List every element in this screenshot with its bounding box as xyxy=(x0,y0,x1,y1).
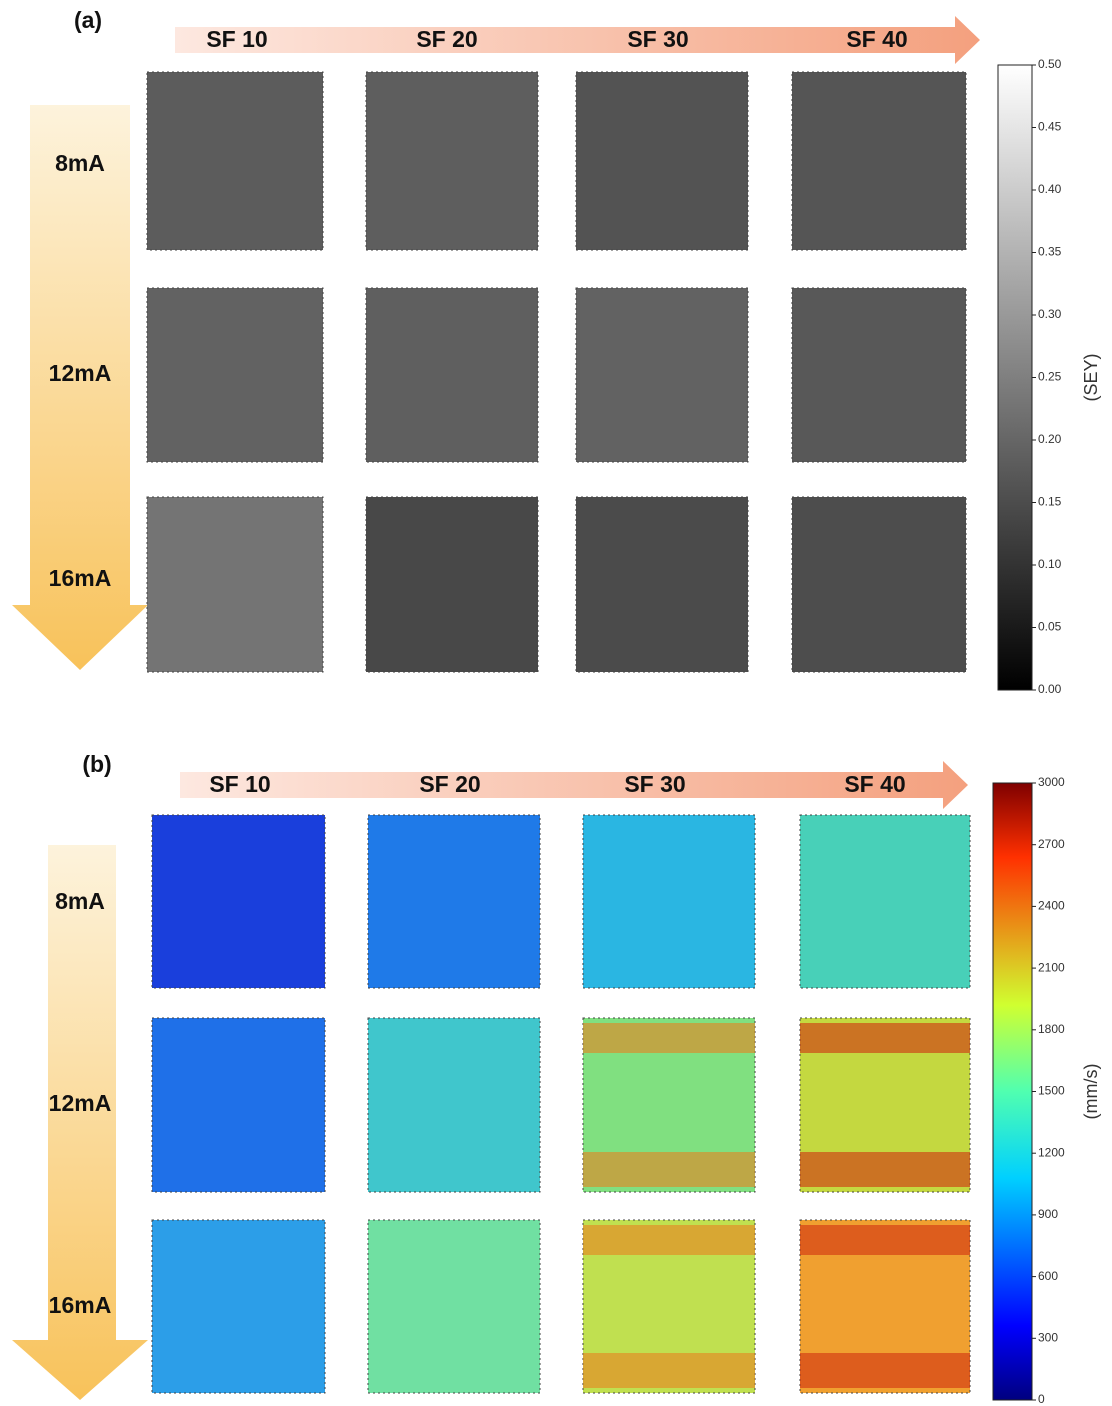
column-label: SF 10 xyxy=(206,26,267,52)
column-label: SF 30 xyxy=(627,26,688,52)
map-band xyxy=(583,1023,755,1053)
map-tile xyxy=(799,814,971,989)
colorbar-tick-label: 0.15 xyxy=(1038,495,1062,509)
panel-label: (b) xyxy=(82,751,111,777)
colorbar-tick-label: 600 xyxy=(1038,1269,1058,1283)
colorbar-label: (SEY) xyxy=(1081,353,1101,401)
map-tile xyxy=(575,71,749,251)
row-arrow xyxy=(12,105,148,670)
row-label: 16mA xyxy=(49,1292,112,1318)
colorbar-tick-label: 1500 xyxy=(1038,1084,1065,1098)
column-label: SF 20 xyxy=(416,26,477,52)
colorbar-tick-label: 0.45 xyxy=(1038,120,1062,134)
map-tile xyxy=(146,496,324,673)
map-band xyxy=(583,1353,755,1388)
map-tile xyxy=(575,496,749,673)
map-band xyxy=(800,1225,970,1255)
row-label: 16mA xyxy=(49,565,112,591)
map-band xyxy=(583,1225,755,1255)
map-tile xyxy=(365,496,539,673)
colorbar-tick-label: 0.50 xyxy=(1038,57,1062,71)
map-tile xyxy=(582,814,756,989)
map-band xyxy=(583,1152,755,1187)
colorbar-tick-label: 2400 xyxy=(1038,899,1065,913)
map-tile xyxy=(146,71,324,251)
map-tile xyxy=(367,1017,541,1193)
colorbar-tick-label: 1800 xyxy=(1038,1022,1065,1036)
colorbar xyxy=(992,782,1033,1401)
map-tile xyxy=(791,287,967,463)
row-arrow xyxy=(12,845,148,1400)
colorbar-tick-label: 0.30 xyxy=(1038,307,1062,321)
column-label: SF 40 xyxy=(844,771,905,797)
map-tile xyxy=(151,1219,326,1394)
map-tile xyxy=(151,814,326,989)
column-label: SF 20 xyxy=(419,771,480,797)
row-label: 12mA xyxy=(49,1090,112,1116)
column-label: SF 30 xyxy=(624,771,685,797)
map-tile xyxy=(151,1017,326,1193)
map-band xyxy=(800,1353,970,1388)
column-arrow xyxy=(175,16,980,64)
colorbar-tick-label: 0.20 xyxy=(1038,432,1062,446)
map-tile xyxy=(365,287,539,463)
row-label: 12mA xyxy=(49,360,112,386)
column-arrow xyxy=(180,761,968,809)
colorbar-tick-label: 300 xyxy=(1038,1330,1058,1344)
map-tile xyxy=(146,287,324,463)
colorbar-tick-label: 2100 xyxy=(1038,960,1065,974)
colorbar-tick-label: 0.00 xyxy=(1038,682,1062,696)
colorbar-tick-label: 0.25 xyxy=(1038,370,1062,384)
row-label: 8mA xyxy=(55,888,105,914)
panel-label: (a) xyxy=(74,7,102,33)
colorbar-tick-label: 2700 xyxy=(1038,837,1065,851)
colorbar xyxy=(997,64,1033,691)
colorbar-tick-label: 3000 xyxy=(1038,775,1065,789)
row-label: 8mA xyxy=(55,150,105,176)
colorbar-tick-label: 0.05 xyxy=(1038,620,1062,634)
colorbar-tick-label: 0.10 xyxy=(1038,557,1062,571)
colorbar-tick-label: 0 xyxy=(1038,1392,1045,1406)
map-tile xyxy=(367,1219,541,1394)
map-band xyxy=(800,1152,970,1187)
map-band xyxy=(800,1023,970,1053)
map-tile xyxy=(791,71,967,251)
colorbar-tick-label: 900 xyxy=(1038,1207,1058,1221)
map-tile xyxy=(791,496,967,673)
colorbar-tick-label: 0.35 xyxy=(1038,245,1062,259)
map-tile xyxy=(365,71,539,251)
map-tile xyxy=(575,287,749,463)
column-label: SF 10 xyxy=(209,771,270,797)
column-label: SF 40 xyxy=(846,26,907,52)
colorbar-tick-label: 1200 xyxy=(1038,1145,1065,1159)
map-tile xyxy=(367,814,541,989)
colorbar-tick-label: 0.40 xyxy=(1038,182,1062,196)
colorbar-label: (mm/s) xyxy=(1081,1064,1101,1120)
